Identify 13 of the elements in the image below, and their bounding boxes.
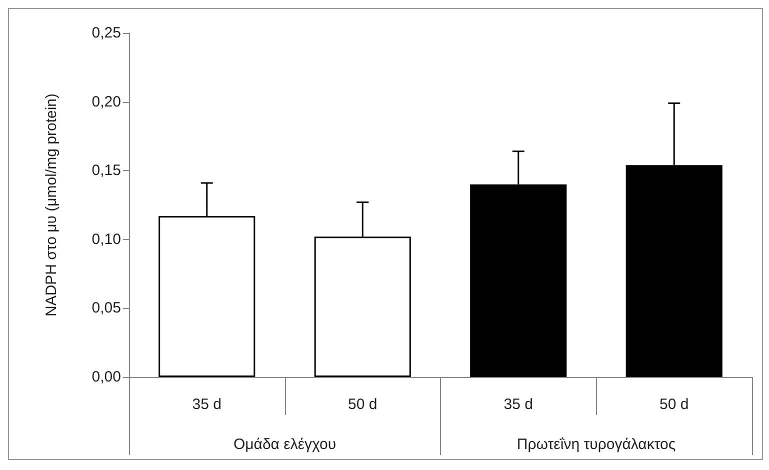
text: Ομάδα ελέγχου: [233, 436, 336, 453]
y-tick-label: 0,15: [92, 162, 121, 180]
y-tick-label: 0,20: [92, 93, 121, 110]
x-tick-label: 35 d: [192, 396, 222, 413]
y-axis-title: NADPH στο μυ (μmol/mg protein): [43, 93, 60, 317]
y-tick-label: 0,10: [92, 230, 121, 248]
x-tick-label: 50 d: [348, 396, 378, 413]
y-tick-label: 0,00: [92, 368, 121, 386]
text: Πρωτεΐνη τυρογάλακτος: [516, 436, 676, 453]
x-tick-label: 50 d: [660, 396, 689, 413]
y-tick-label: 0,05: [92, 300, 121, 317]
y-tick-label: 0,25: [92, 24, 121, 42]
x-tick-label: 35 d: [504, 396, 533, 413]
